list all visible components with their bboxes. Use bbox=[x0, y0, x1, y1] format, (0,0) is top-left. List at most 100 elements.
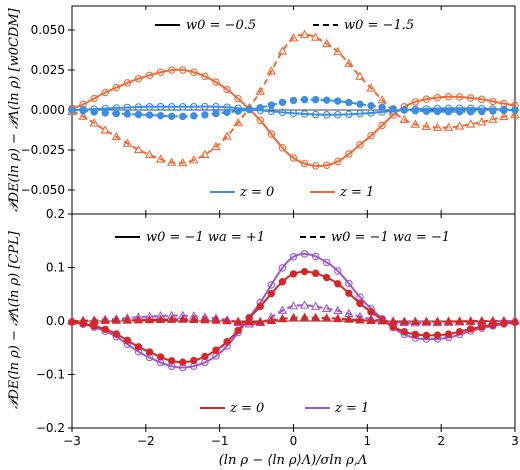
data-point bbox=[256, 103, 264, 112]
y-tick-label: 0.000 bbox=[31, 103, 65, 117]
data-point bbox=[190, 68, 198, 76]
data-point bbox=[345, 279, 353, 288]
data-point bbox=[334, 280, 342, 288]
data-point bbox=[267, 289, 276, 298]
data-point bbox=[267, 101, 276, 109]
x-tick-label: −3 bbox=[63, 434, 81, 448]
y-tick-label: 0.1 bbox=[46, 261, 65, 275]
data-point bbox=[311, 162, 320, 170]
data-point bbox=[244, 317, 254, 326]
legend-text-wa-pos1: w0 = −1 wa = +1 bbox=[146, 230, 265, 245]
data-point bbox=[323, 273, 331, 282]
data-point bbox=[201, 111, 209, 119]
data-point bbox=[222, 315, 232, 325]
data-point bbox=[223, 338, 231, 346]
data-point bbox=[356, 100, 364, 108]
data-point bbox=[111, 131, 122, 141]
data-point bbox=[278, 108, 287, 117]
data-point bbox=[410, 316, 421, 326]
data-point bbox=[190, 102, 198, 111]
data-point bbox=[455, 93, 464, 101]
data-point bbox=[400, 328, 408, 336]
data-point bbox=[411, 107, 420, 115]
data-point bbox=[322, 161, 331, 169]
data-point bbox=[101, 88, 109, 97]
data-point bbox=[222, 131, 232, 140]
y-axis-label-top: 𝒫DE(ln ρ) − 𝒫Λ(ln ρ) [w0CDM] bbox=[7, 7, 22, 211]
data-point bbox=[155, 154, 166, 163]
series-group-top bbox=[67, 29, 520, 170]
data-point bbox=[356, 109, 364, 118]
data-point bbox=[422, 331, 431, 340]
data-point bbox=[289, 270, 298, 278]
data-point bbox=[400, 106, 408, 114]
data-point bbox=[189, 155, 199, 164]
data-point bbox=[212, 102, 220, 111]
data-point bbox=[145, 71, 154, 80]
data-point bbox=[156, 68, 165, 77]
data-point bbox=[355, 71, 365, 80]
data-point bbox=[134, 343, 143, 351]
data-point bbox=[223, 85, 231, 94]
legend-text-z1-bottom: z = 1 bbox=[334, 401, 369, 416]
data-point bbox=[300, 95, 309, 104]
data-point bbox=[345, 289, 353, 297]
panel-top-w0cdm: −0.050 −0.025 0.000 0.025 0.050 w0 = −0.5 w0… bbox=[7, 5, 520, 215]
data-point bbox=[267, 130, 276, 138]
data-point bbox=[299, 300, 310, 309]
data-point bbox=[79, 107, 87, 115]
data-point bbox=[300, 159, 309, 168]
data-point bbox=[510, 316, 520, 325]
data-point bbox=[388, 316, 398, 325]
data-point bbox=[156, 353, 165, 361]
legend-text-z1-top: z = 1 bbox=[339, 185, 374, 200]
data-point bbox=[101, 325, 109, 333]
data-point bbox=[433, 107, 442, 116]
data-point bbox=[68, 106, 76, 114]
data-point bbox=[289, 96, 298, 105]
y-tick-label: 0.050 bbox=[31, 23, 65, 37]
ticks-bottom: −0.2 −0.1 0.0 0.1 0.2 −3 −2 −1 0 1 2 3 bbox=[36, 207, 519, 448]
data-point bbox=[278, 278, 287, 286]
data-point bbox=[189, 314, 199, 323]
data-point bbox=[266, 66, 277, 75]
data-point bbox=[488, 114, 498, 123]
data-point bbox=[89, 118, 99, 127]
data-point bbox=[278, 98, 287, 107]
data-point bbox=[443, 122, 454, 131]
data-point bbox=[201, 72, 209, 81]
x-tick-label: −2 bbox=[137, 434, 155, 448]
data-point bbox=[190, 112, 198, 120]
data-point bbox=[101, 109, 109, 117]
data-point bbox=[288, 312, 299, 322]
data-point bbox=[255, 86, 266, 95]
data-point bbox=[477, 316, 487, 325]
data-point bbox=[489, 97, 497, 106]
data-point bbox=[367, 101, 375, 110]
data-point bbox=[300, 250, 309, 258]
data-point bbox=[234, 326, 242, 335]
x-tick-label: 3 bbox=[511, 434, 519, 448]
data-point bbox=[277, 46, 288, 55]
data-point bbox=[454, 121, 465, 130]
data-point bbox=[234, 94, 242, 103]
data-point bbox=[300, 267, 309, 276]
legend-text-w0-neg05: w0 = −0.5 bbox=[186, 18, 256, 33]
data-point bbox=[356, 299, 364, 308]
x-tick-label: 1 bbox=[364, 434, 372, 448]
data-point bbox=[321, 303, 332, 312]
data-point bbox=[122, 315, 133, 324]
data-point bbox=[377, 95, 387, 104]
data-point bbox=[488, 316, 498, 325]
data-point bbox=[211, 315, 221, 324]
legend-text-z0-bottom: z = 0 bbox=[229, 401, 264, 416]
data-point bbox=[90, 108, 98, 116]
data-point bbox=[123, 336, 132, 345]
data-point bbox=[432, 122, 443, 131]
data-point bbox=[334, 110, 342, 119]
data-point bbox=[155, 314, 166, 324]
data-point bbox=[499, 111, 509, 121]
data-point bbox=[123, 110, 132, 118]
data-point bbox=[67, 316, 77, 325]
data-point bbox=[123, 79, 132, 87]
